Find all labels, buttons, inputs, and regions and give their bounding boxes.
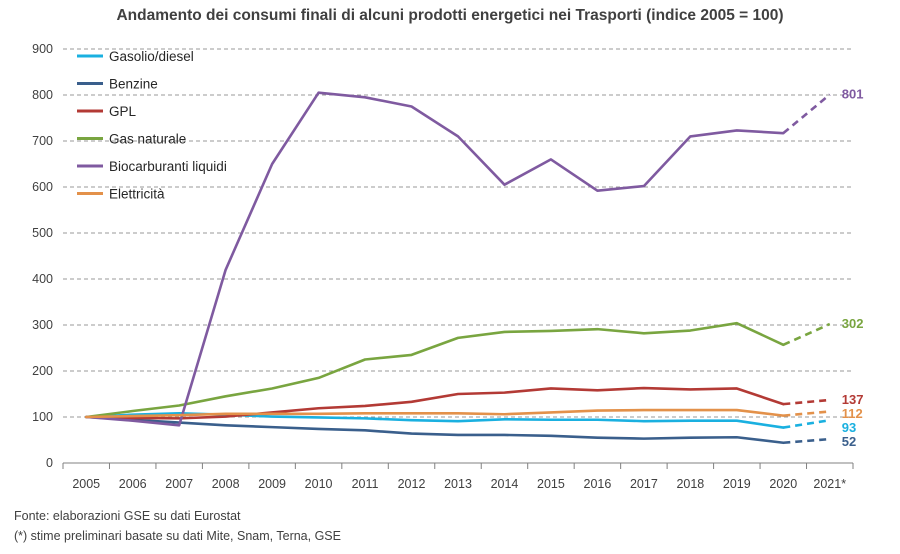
y-tick-label: 800 [32, 88, 53, 102]
x-tick-label: 2020 [769, 477, 797, 491]
axes: 0 100 200 300 400 500 600 700 800 900 2005 2006 2007… [32, 42, 854, 491]
series-estimate-gasolio-diesel [783, 418, 830, 429]
x-tick-label: 2012 [398, 477, 426, 491]
series-estimate-elettricit- [783, 410, 830, 417]
legend-label: Biocarburanti liquidi [109, 159, 227, 174]
series-estimate-gpl [783, 398, 830, 406]
series-line-benzine [84, 415, 785, 445]
source-note: Fonte: elaborazioni GSE su dati Eurostat [14, 509, 241, 523]
y-tick-label: 100 [32, 410, 53, 424]
series-line-gas-naturale [84, 321, 785, 419]
x-tick-label: 2011 [352, 477, 379, 491]
x-tick-label: 2006 [119, 477, 147, 491]
x-tick-label: 2008 [212, 477, 240, 491]
end-label: 302 [842, 316, 864, 331]
x-tick-label: 2005 [72, 477, 100, 491]
series-lines [84, 91, 831, 445]
x-tick-label: 2007 [165, 477, 193, 491]
y-tick-label: 0 [46, 456, 53, 470]
series-line-elettricit- [84, 408, 785, 419]
x-tick-label: 2018 [676, 477, 704, 491]
end-label: 112 [842, 406, 863, 421]
end-label: 801 [842, 87, 864, 102]
x-tick-label: 2014 [491, 477, 519, 491]
y-tick-label: 900 [32, 42, 53, 56]
y-tick-label: 200 [32, 364, 53, 378]
legend: Gasolio/diesel Benzine GPL Gas naturale Bioc… [77, 49, 227, 202]
legend-label: Gasolio/diesel [109, 49, 194, 64]
y-tick-label: 600 [32, 180, 53, 194]
x-tick-label: 2017 [630, 477, 658, 491]
series-estimate-biocarburanti-liquidi [782, 93, 831, 135]
end-label: 52 [842, 434, 856, 449]
end-label: 93 [842, 420, 856, 435]
series-line-biocarburanti-liquidi [84, 91, 785, 427]
y-tick-label: 300 [32, 318, 53, 332]
y-tick-label: 500 [32, 226, 53, 240]
x-tick-label: 2013 [444, 477, 472, 491]
estimate-note: (*) stime preliminari basate su dati Mit… [14, 529, 341, 543]
series-estimate-benzine [783, 437, 830, 445]
end-label: 137 [842, 392, 864, 407]
x-tick-label: 2019 [723, 477, 751, 491]
x-tick-label: 2021* [813, 477, 846, 491]
x-tick-label: 2009 [258, 477, 286, 491]
legend-label: GPL [109, 104, 137, 119]
x-tick-label: 2015 [537, 477, 565, 491]
legend-label: Benzine [109, 77, 158, 92]
chart-title: Andamento dei consumi finali di alcuni p… [116, 7, 784, 24]
x-tick-label: 2010 [305, 477, 333, 491]
series-estimate-gas-naturale [782, 322, 831, 346]
legend-label: Elettricità [109, 187, 165, 202]
x-tick-label: 2016 [584, 477, 612, 491]
gridlines [63, 48, 853, 418]
y-tick-label: 400 [32, 272, 53, 286]
legend-label: Gas naturale [109, 132, 186, 147]
series-line-gpl [84, 386, 785, 420]
y-tick-label: 700 [32, 134, 53, 148]
